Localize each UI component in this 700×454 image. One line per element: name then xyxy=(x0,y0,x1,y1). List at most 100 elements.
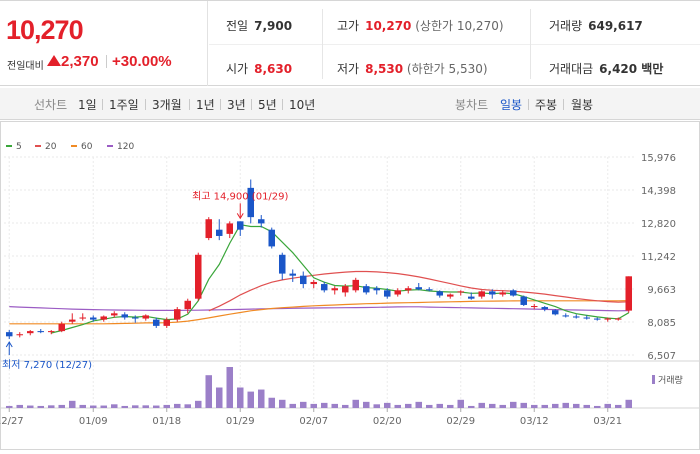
y-tick-label: 6,507 xyxy=(647,351,676,362)
ma20-line xyxy=(208,270,629,312)
change-label: 전일대비 xyxy=(7,61,44,72)
y-tick-label: 15,976 xyxy=(641,153,676,164)
candle-body xyxy=(163,319,171,326)
line-chart-label: 선차트 xyxy=(34,98,68,112)
candle-body xyxy=(625,276,633,311)
volume-bar xyxy=(436,403,444,408)
tab-10years[interactable]: 10년 xyxy=(289,98,316,112)
upper-limit: (상한가 10,270) xyxy=(415,19,504,33)
volume-bar xyxy=(100,405,108,408)
volume-bar xyxy=(278,399,286,408)
y-tick-label: 14,398 xyxy=(641,186,676,197)
volume-bar xyxy=(205,375,213,408)
volume-bar xyxy=(236,387,244,408)
volume-bar xyxy=(499,404,507,408)
legend-label: 5 xyxy=(16,142,22,152)
candle-body xyxy=(530,306,538,308)
ma60-line xyxy=(9,300,629,325)
volume-bar xyxy=(446,404,454,408)
volume-legend-label: 거래량 xyxy=(658,374,683,386)
volume-bar xyxy=(520,402,528,408)
volume-bar xyxy=(142,405,150,408)
volume-bar xyxy=(121,405,129,408)
volume-bar xyxy=(530,404,538,408)
y-tick-label: 8,085 xyxy=(647,318,676,329)
stock-chart-svg: 15,976 14,398 12,820 11,242 9,663 8,085 6,507 1… xyxy=(0,121,700,450)
stats-col-divider xyxy=(322,9,323,79)
volume-bar xyxy=(583,404,591,408)
candle-body xyxy=(352,279,360,291)
candle-body xyxy=(205,219,213,239)
high-stat: 고가 10,270 (상한가 10,270) xyxy=(337,17,504,34)
volume-bar xyxy=(373,404,381,408)
tab-1year[interactable]: 1년 xyxy=(196,98,215,112)
min-arrow-head xyxy=(5,341,13,348)
candle-body xyxy=(47,331,55,333)
tab-weekly[interactable]: 주봉 xyxy=(535,98,558,112)
volume-bar xyxy=(331,403,339,408)
high-value: 10,270 xyxy=(365,19,412,33)
volume-bar xyxy=(404,403,412,408)
volume-bar xyxy=(257,389,265,408)
candle-body xyxy=(68,319,76,322)
volume-bar xyxy=(425,404,433,408)
open-stat: 시가 8,630 xyxy=(226,60,292,77)
tab-3months[interactable]: 3개월 xyxy=(152,98,182,112)
candle-body xyxy=(593,318,601,320)
candle-body xyxy=(488,291,496,295)
prev-close-stat: 전일 7,900 xyxy=(226,17,292,34)
volume-bar xyxy=(572,403,580,408)
tab-1day[interactable]: 1일 xyxy=(78,98,97,112)
ma120-line xyxy=(9,306,629,312)
volume-bar xyxy=(58,404,66,408)
tab-separator xyxy=(251,99,252,110)
candle-body xyxy=(394,290,402,295)
candle-body xyxy=(215,229,223,236)
volume-legend-swatch xyxy=(652,375,655,384)
legend-label: 20 xyxy=(45,142,57,152)
x-tick-label: 12/27 xyxy=(0,416,24,427)
x-tick-label: 01/09 xyxy=(79,416,108,427)
x-tick-label: 02/29 xyxy=(446,416,475,427)
volume-bar xyxy=(289,403,297,408)
low-label: 저가 xyxy=(337,62,360,76)
candle-body xyxy=(58,323,66,332)
tab-monthly[interactable]: 월봉 xyxy=(571,98,594,112)
prev-close-label: 전일 xyxy=(226,19,249,33)
min-price-annotation: 최저 7,270 (12/27) xyxy=(2,359,92,371)
x-tick-label: 03/12 xyxy=(520,416,549,427)
candle-body xyxy=(583,317,591,319)
candle-body xyxy=(446,294,454,297)
volume-bar xyxy=(268,397,276,408)
y-tick-label: 11,242 xyxy=(641,252,676,263)
candle-body xyxy=(310,281,318,285)
low-value: 8,530 xyxy=(365,62,404,76)
tab-separator xyxy=(102,99,103,110)
candle-chart-label: 봉차트 xyxy=(455,98,489,112)
candle-body xyxy=(247,187,255,218)
volume-bar xyxy=(362,401,370,408)
candle-body xyxy=(415,287,423,290)
tab-3years[interactable]: 3년 xyxy=(227,98,246,112)
open-value: 8,630 xyxy=(254,62,293,76)
candle-body xyxy=(184,300,192,310)
volume-bar xyxy=(352,399,360,408)
volume-bar xyxy=(152,405,160,408)
candle-body xyxy=(320,284,328,291)
tab-daily[interactable]: 일봉 xyxy=(500,98,523,112)
volume-bar xyxy=(614,404,622,408)
volume-bar xyxy=(320,402,328,408)
volume-bar xyxy=(604,403,612,408)
candle-body xyxy=(604,318,612,320)
volume-bar xyxy=(488,403,496,408)
tab-5years[interactable]: 5년 xyxy=(258,98,277,112)
high-label: 고가 xyxy=(337,19,360,33)
volume-bar xyxy=(478,402,486,408)
max-price-annotation: 최고 14,900 (01/29) xyxy=(192,190,288,202)
volume-bar xyxy=(341,404,349,408)
change-percent: +30.00% xyxy=(112,53,172,70)
current-price-box: 10,270 전일대비 2,370 +30.00% xyxy=(0,1,208,86)
tab-separator xyxy=(189,99,190,110)
tab-separator xyxy=(528,99,529,110)
tab-1week[interactable]: 1주일 xyxy=(109,98,139,112)
